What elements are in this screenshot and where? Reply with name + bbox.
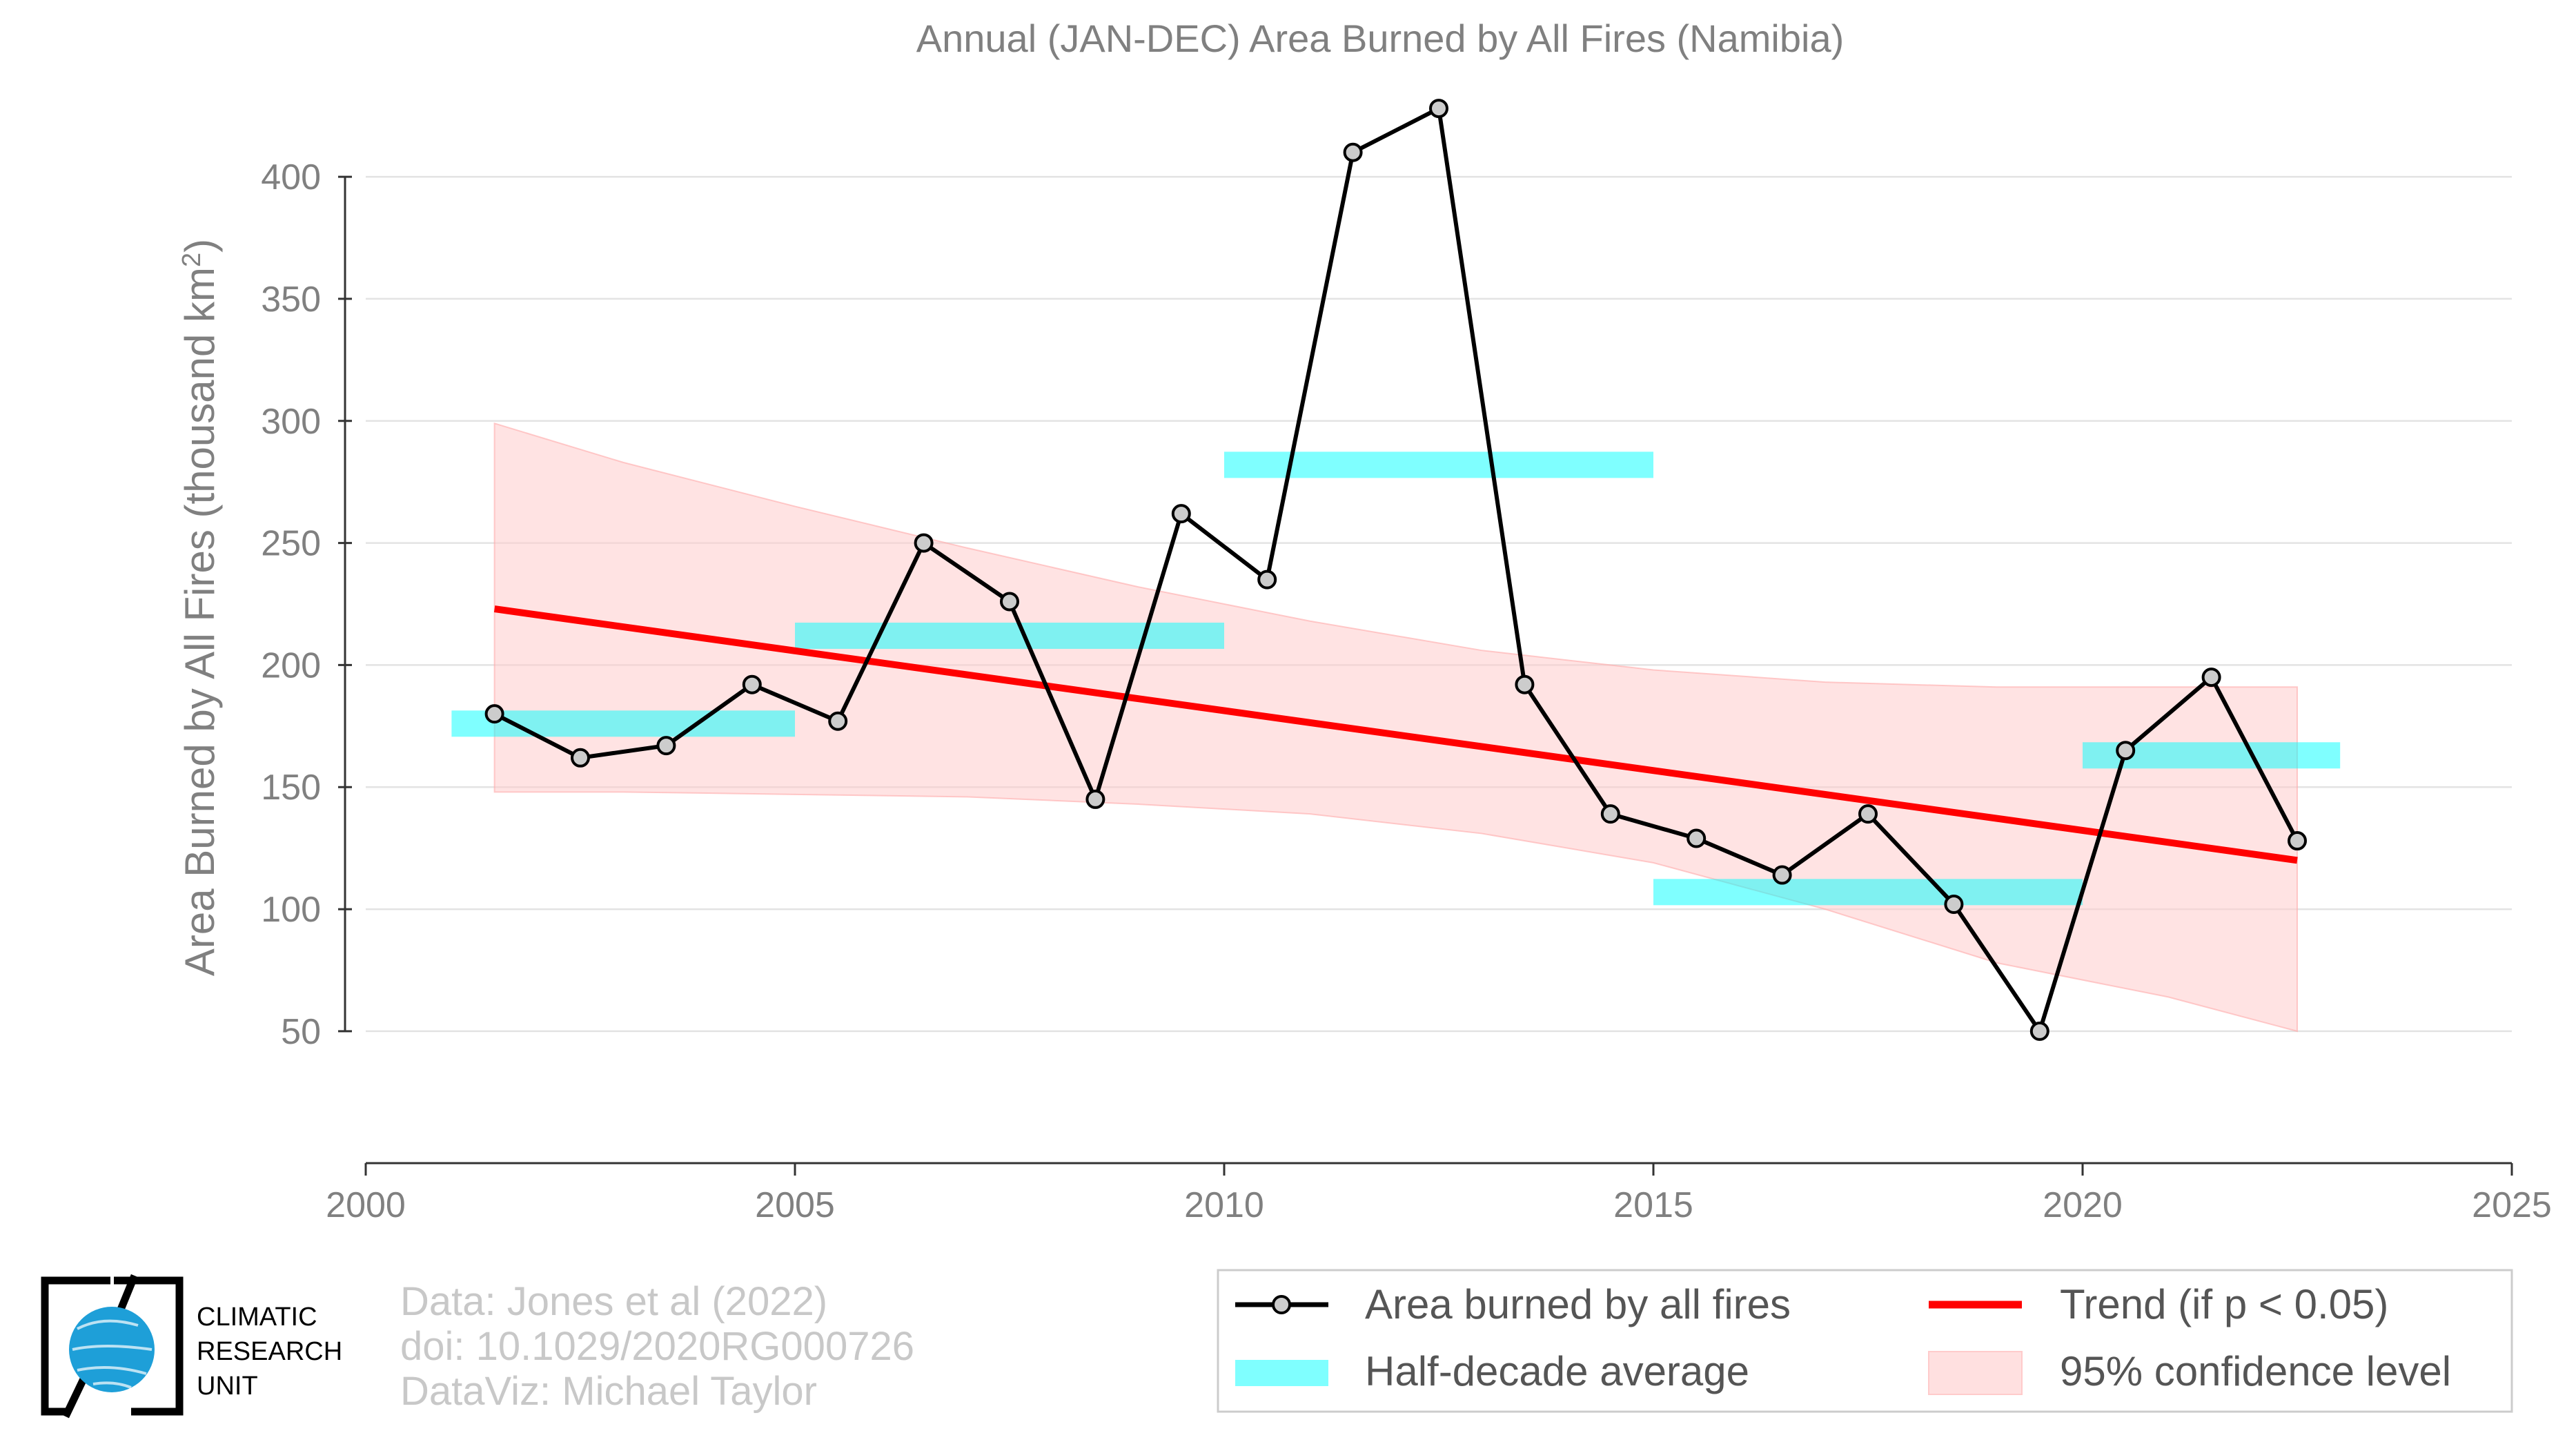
legend-swatch-confidence <box>1928 1351 2023 1395</box>
legend-label-half-decade: Half-decade average <box>1365 1348 1749 1394</box>
y-tick-label: 50 <box>281 1012 321 1052</box>
data-point <box>1600 804 1620 824</box>
credit-dataviz: DataViz: Michael Taylor <box>400 1369 817 1414</box>
data-point <box>2116 741 2136 761</box>
logo-line-3: UNIT <box>197 1372 258 1401</box>
half-decade-bar <box>1224 451 1653 478</box>
legend-swatch-half-decade <box>1235 1360 1328 1386</box>
x-tick-label: 2010 <box>1184 1185 1264 1225</box>
y-tick-label: 250 <box>261 524 321 564</box>
y-axis-label-superscript: 2 <box>177 253 206 267</box>
half-decade-bar <box>451 710 795 737</box>
credit-data-source: Data: Jones et al (2022) <box>400 1279 827 1324</box>
data-point <box>1429 99 1448 119</box>
y-tick-label: 350 <box>261 280 321 320</box>
data-point <box>828 711 848 731</box>
half-decade-average-layer <box>451 451 2341 906</box>
y-tick-label: 300 <box>261 402 321 442</box>
legend-item-trend: Trend (if p < 0.05) <box>1929 1281 2388 1327</box>
x-tick-label: 2015 <box>1613 1185 1693 1225</box>
y-axis-label: Area Burned by All Fires (thousand km2) <box>177 239 223 976</box>
y-tick-label: 150 <box>261 768 321 808</box>
series-layer <box>484 99 2307 1041</box>
logo-bracket-left <box>41 1276 110 1416</box>
legend-item-half-decade: Half-decade average <box>1235 1348 1749 1394</box>
legend-item-area-burned: Area burned by all fires <box>1235 1281 1791 1327</box>
globe-continents-icon <box>72 1319 153 1389</box>
x-tick-label: 2020 <box>2043 1185 2123 1225</box>
series-line <box>493 106 2299 1033</box>
logo-line-2: RESEARCH <box>197 1337 342 1366</box>
y-tick-label: 100 <box>261 890 321 930</box>
legend-box <box>1217 1269 2513 1413</box>
axes: 50 100 150 200 250 300 350 400 2000 2005 2010 2015 2… <box>261 157 2552 1225</box>
half-decade-bar <box>1653 879 2083 906</box>
data-point <box>742 674 762 694</box>
data-point <box>1515 674 1535 694</box>
x-tick-label: 2005 <box>755 1185 835 1225</box>
x-tick-label: 2025 <box>2472 1185 2552 1225</box>
trend-line <box>493 605 2298 864</box>
legend-label-confidence: 95% confidence level <box>2060 1348 2451 1394</box>
data-point <box>1858 804 1878 824</box>
legend: Area burned by all fires Trend (if p < 0… <box>1217 1269 2513 1413</box>
data-point <box>1000 592 1019 612</box>
data-point <box>2201 668 2221 688</box>
trend-layer <box>493 605 2298 864</box>
data-point <box>2029 1021 2049 1041</box>
legend-item-confidence: 95% confidence level <box>1928 1348 2451 1395</box>
half-decade-bar <box>795 622 1224 649</box>
data-point <box>1257 569 1277 590</box>
legend-label-area-burned: Area burned by all fires <box>1365 1281 1791 1327</box>
cru-logo: CLIMATIC RESEARCH UNIT <box>41 1274 342 1419</box>
data-point <box>2288 831 2307 851</box>
data-point <box>656 736 676 756</box>
data-point <box>1772 865 1792 885</box>
chart-title: Annual (JAN-DEC) Area Burned by All Fire… <box>916 17 1844 60</box>
data-point <box>1085 789 1105 809</box>
y-tick-label: 200 <box>261 645 321 685</box>
credit-doi: doi: 10.1029/2020RG000726 <box>400 1324 914 1369</box>
data-point <box>914 533 934 553</box>
legend-label-trend: Trend (if p < 0.05) <box>2060 1281 2388 1327</box>
data-point <box>1343 142 1363 162</box>
data-point <box>1944 895 1964 914</box>
y-tick-label: 400 <box>261 157 321 197</box>
data-point <box>484 704 504 724</box>
data-point <box>1171 504 1191 524</box>
data-point <box>571 748 590 768</box>
legend-swatch-marker <box>1272 1295 1291 1314</box>
logo-bracket-right <box>114 1276 184 1416</box>
x-tick-label: 2000 <box>326 1185 406 1225</box>
data-point <box>1687 828 1707 848</box>
logo-line-1: CLIMATIC <box>197 1303 317 1332</box>
